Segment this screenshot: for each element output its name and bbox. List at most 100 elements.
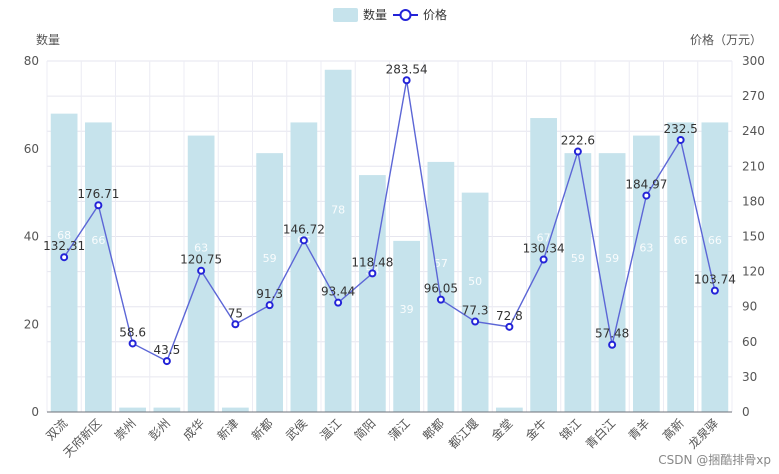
price-point bbox=[676, 135, 685, 144]
legend-bar-swatch[interactable] bbox=[333, 8, 358, 22]
bar bbox=[564, 153, 592, 412]
price-point bbox=[436, 295, 445, 304]
bar bbox=[598, 153, 626, 412]
right-tick-label: 210 bbox=[742, 159, 765, 173]
price-point bbox=[471, 317, 480, 326]
legend[interactable]: 数量 价格 bbox=[333, 7, 447, 22]
price-point bbox=[162, 357, 171, 366]
bar-value-label: 50 bbox=[468, 275, 482, 288]
bar bbox=[461, 192, 489, 412]
bar-value-label: 63 bbox=[639, 242, 653, 255]
bar-value-label: 66 bbox=[708, 234, 722, 247]
right-tick-label: 0 bbox=[742, 405, 750, 419]
x-tick-label: 天府新区 bbox=[60, 416, 105, 461]
price-series-line bbox=[63, 80, 716, 363]
price-value-label: 58.6 bbox=[119, 325, 146, 339]
bar bbox=[50, 113, 78, 413]
x-tick-label: 龙泉驿 bbox=[686, 416, 721, 451]
price-value-label: 91.3 bbox=[256, 287, 283, 301]
legend-bar-label[interactable]: 数量 bbox=[363, 7, 387, 22]
watermark: CSDN @捆酷排骨xp bbox=[658, 453, 771, 467]
x-tick-label: 金牛 bbox=[522, 416, 550, 444]
left-tick-label: 40 bbox=[24, 230, 39, 244]
price-point bbox=[265, 301, 274, 310]
right-tick-label: 30 bbox=[742, 370, 757, 384]
bar bbox=[496, 407, 523, 412]
price-value-label: 103.74 bbox=[694, 273, 736, 287]
bar bbox=[153, 407, 181, 412]
price-point bbox=[710, 286, 719, 295]
bar-value-label: 1 bbox=[129, 395, 136, 408]
bar bbox=[290, 122, 318, 413]
price-value-label: 77.3 bbox=[462, 304, 489, 318]
price-point bbox=[642, 191, 651, 200]
bar-value-label: 1 bbox=[232, 395, 239, 408]
legend-line-marker bbox=[399, 9, 412, 21]
bar-value-label: 59 bbox=[263, 252, 277, 265]
bar-value-label: 59 bbox=[571, 252, 585, 265]
bar-value-label: 39 bbox=[400, 303, 414, 316]
bar-value-label: 63 bbox=[194, 242, 208, 255]
left-tick-label: 60 bbox=[24, 142, 39, 156]
grid bbox=[46, 60, 733, 412]
x-tick-label: 郫都 bbox=[419, 416, 447, 444]
price-point bbox=[231, 320, 240, 329]
x-tick-label: 崇州 bbox=[112, 416, 139, 443]
bar bbox=[393, 240, 420, 412]
x-tick-label: 青白江 bbox=[582, 416, 618, 452]
x-tick-label: 青羊 bbox=[625, 416, 653, 444]
x-tick-label: 武侯 bbox=[283, 416, 310, 443]
price-point bbox=[128, 339, 137, 348]
right-axis-title: 价格（万元） bbox=[690, 32, 762, 47]
price-value-label: 283.54 bbox=[386, 62, 428, 76]
x-tick-label: 新都 bbox=[248, 416, 276, 444]
x-tick-label: 彭州 bbox=[146, 416, 173, 443]
price-value-label: 75 bbox=[228, 306, 243, 320]
x-tick-label: 高新 bbox=[659, 416, 687, 444]
bar bbox=[359, 175, 386, 412]
bar-value-label: 57 bbox=[434, 257, 448, 270]
bar bbox=[256, 153, 283, 412]
price-point bbox=[299, 236, 308, 245]
bar bbox=[324, 69, 352, 413]
x-tick-label: 双流 bbox=[43, 416, 70, 443]
left-axis-title: 数量 bbox=[36, 32, 60, 47]
price-value-label: 93.44 bbox=[321, 285, 355, 299]
price-point bbox=[94, 201, 103, 210]
right-tick-label: 120 bbox=[742, 265, 765, 279]
price-value-label: 232.5 bbox=[663, 122, 697, 136]
price-value-label: 118.48 bbox=[351, 255, 393, 269]
x-tick-label: 锦江 bbox=[557, 416, 584, 443]
x-tick-label: 都江堰 bbox=[446, 416, 481, 451]
bar-value-label: 1 bbox=[506, 395, 513, 408]
bar-value-label: 66 bbox=[91, 234, 105, 247]
price-point bbox=[334, 298, 343, 307]
bar bbox=[85, 122, 112, 413]
bar bbox=[222, 407, 249, 412]
bar bbox=[427, 161, 455, 412]
x-tick-label: 简阳 bbox=[352, 416, 379, 443]
legend-line-label[interactable]: 价格 bbox=[423, 7, 447, 22]
bar-value-label: 59 bbox=[605, 252, 619, 265]
x-tick-label: 成华 bbox=[180, 416, 207, 443]
price-value-label: 222.6 bbox=[561, 134, 595, 148]
right-tick-label: 240 bbox=[742, 124, 765, 138]
right-tick-label: 270 bbox=[742, 89, 765, 103]
price-labels: 132.31 176.71 58.6 43.5 120.75 75 91.3 146.72 93… bbox=[43, 62, 736, 357]
bar-value-label: 1 bbox=[163, 395, 170, 408]
bar-value-label: 78 bbox=[331, 204, 345, 217]
price-value-label: 120.75 bbox=[180, 253, 222, 267]
bar bbox=[667, 122, 694, 413]
bar-value-label: 66 bbox=[674, 234, 688, 247]
price-point bbox=[60, 253, 69, 262]
right-tick-label: 150 bbox=[742, 230, 765, 244]
price-point bbox=[539, 255, 548, 264]
x-tick-label: 蒲江 bbox=[386, 416, 413, 443]
x-tick-label: 新津 bbox=[214, 416, 242, 444]
x-tick-label: 温江 bbox=[317, 416, 344, 443]
price-point bbox=[402, 76, 411, 85]
bar bbox=[701, 122, 729, 413]
price-value-label: 132.31 bbox=[43, 239, 85, 253]
left-tick-label: 0 bbox=[31, 405, 39, 419]
